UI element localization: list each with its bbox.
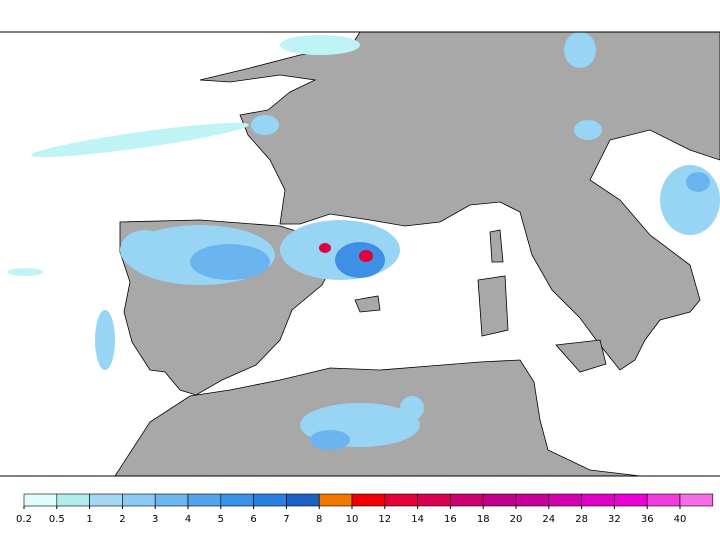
colorbar-swatch <box>23 493 58 507</box>
colorbar-swatch <box>417 493 451 507</box>
colorbar-label: 8 <box>316 514 322 525</box>
colorbar-swatch <box>351 493 386 507</box>
colorbar-swatch <box>679 493 714 507</box>
colorbar-swatch <box>318 493 353 507</box>
colorbar-swatch <box>56 493 90 507</box>
colorbar: 0.2 0.5 1 2 3 4 5 6 7 8 10 12 14 16 18 20 24 28 32 36 40 <box>16 493 714 525</box>
colorbar-label: 0.2 <box>16 514 32 525</box>
colorbar-swatch <box>515 493 550 507</box>
land-mallorca <box>354 295 381 313</box>
colorbar-swatch <box>122 493 156 507</box>
colorbar-swatch <box>482 493 517 507</box>
land-corsica <box>489 229 504 263</box>
colorbar-label: 5 <box>218 514 224 525</box>
colorbar-swatch <box>581 493 615 507</box>
colorbar-label: 10 <box>346 514 359 525</box>
colorbar-label: 2 <box>119 514 125 525</box>
colorbar-label: 0.5 <box>49 514 65 525</box>
colorbar-label: 6 <box>250 514 256 525</box>
colorbar-swatch <box>154 493 189 507</box>
precipitation <box>7 32 720 450</box>
colorbar-swatch <box>646 493 681 507</box>
colorbar-label: 28 <box>575 514 588 525</box>
colorbar-label: 16 <box>444 514 457 525</box>
colorbar-swatch <box>384 493 418 507</box>
colorbar-label: 1 <box>86 514 92 525</box>
colorbar-swatch <box>614 493 648 507</box>
colorbar-swatch <box>286 493 320 507</box>
land-sardinia <box>477 275 509 337</box>
colorbar-label: 40 <box>674 514 687 525</box>
map <box>0 31 720 477</box>
colorbar-swatch <box>253 493 287 507</box>
colorbar-label: 7 <box>283 514 289 525</box>
colorbar-label: 18 <box>477 514 490 525</box>
land-sicily <box>555 339 607 373</box>
colorbar-swatch <box>187 493 222 507</box>
colorbar-label: 32 <box>608 514 621 525</box>
colorbar-swatch <box>548 493 582 507</box>
colorbar-label: 36 <box>641 514 654 525</box>
colorbar-label: 12 <box>378 514 391 525</box>
colorbar-label: 24 <box>542 514 555 525</box>
colorbar-label: 20 <box>510 514 523 525</box>
colorbar-swatch <box>450 493 484 507</box>
colorbar-swatch <box>89 493 123 507</box>
colorbar-label: 3 <box>152 514 158 525</box>
colorbar-swatch <box>220 493 254 507</box>
colorbar-label: 4 <box>185 514 191 525</box>
land-europe <box>199 31 720 371</box>
colorbar-label: 14 <box>411 514 424 525</box>
